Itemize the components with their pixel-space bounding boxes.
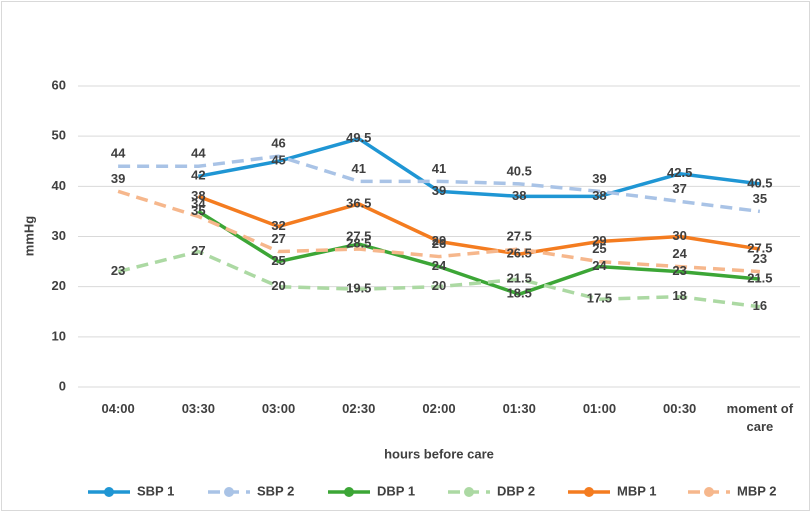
x-tick-label: 01:00 xyxy=(582,401,617,416)
data-label: 18.5 xyxy=(507,286,532,301)
legend-marker xyxy=(464,487,474,497)
data-label: 44 xyxy=(191,146,206,161)
data-label: 44 xyxy=(111,146,126,161)
x-tick-label: 03:30 xyxy=(181,401,215,416)
data-label: 39 xyxy=(111,171,125,186)
data-label: 27.5 xyxy=(507,228,532,243)
data-label: 27 xyxy=(271,231,285,246)
data-label: 45 xyxy=(271,153,285,168)
data-label: 27.5 xyxy=(346,228,371,243)
y-tick-label: 50 xyxy=(52,128,66,143)
data-label: 24 xyxy=(432,258,447,273)
data-label: 23 xyxy=(111,263,125,278)
data-label: 17.5 xyxy=(587,291,612,306)
data-label: 40.5 xyxy=(507,163,532,178)
data-label: 38 xyxy=(191,188,205,203)
data-label: 21.5 xyxy=(747,271,772,286)
data-label: 26.5 xyxy=(507,245,532,260)
legend-marker xyxy=(344,487,354,497)
legend-marker xyxy=(584,487,594,497)
data-label: 25 xyxy=(592,241,606,256)
legend-label: DBP 1 xyxy=(377,483,415,498)
data-label: 49.5 xyxy=(346,130,371,145)
data-label: 30 xyxy=(672,228,686,243)
data-label: 35 xyxy=(753,191,767,206)
data-label: 40.5 xyxy=(747,175,772,190)
data-label: 35 xyxy=(191,203,205,218)
x-tick-label: 01:30 xyxy=(502,401,536,416)
data-label: 27.5 xyxy=(747,240,772,255)
data-label: 19.5 xyxy=(346,281,371,296)
data-label: 21.5 xyxy=(507,271,532,286)
data-label: 38 xyxy=(592,188,606,203)
legend-label: MBP 2 xyxy=(737,483,777,498)
data-label: 38 xyxy=(512,188,526,203)
data-label: 29 xyxy=(432,233,446,248)
x-axis-title: hours before care xyxy=(384,446,494,461)
series-line xyxy=(117,249,761,309)
x-tick-label: 02:00 xyxy=(422,401,456,416)
data-label: 16 xyxy=(753,298,767,313)
series-line xyxy=(117,189,760,274)
legend-marker xyxy=(224,487,234,497)
series-line xyxy=(198,136,761,199)
data-label: 23 xyxy=(672,263,686,278)
data-label: 20 xyxy=(432,278,446,293)
x-tick-label: 02:30 xyxy=(342,401,376,416)
series-line xyxy=(197,194,761,256)
data-label: 41 xyxy=(352,161,366,176)
data-label: 26 xyxy=(432,236,446,251)
x-tick-label: 00:30 xyxy=(663,401,697,416)
data-label: 37 xyxy=(672,181,686,196)
data-label: 27 xyxy=(191,243,205,258)
y-tick-label: 60 xyxy=(52,77,66,92)
data-label: 32 xyxy=(271,218,285,233)
data-label: 28.5 xyxy=(346,235,371,250)
data-label: 24 xyxy=(672,246,687,261)
y-tick-label: 10 xyxy=(52,328,66,343)
data-label: 46 xyxy=(271,136,285,151)
data-label: 23 xyxy=(753,251,767,266)
y-tick-label: 0 xyxy=(59,378,66,393)
legend-label: DBP 2 xyxy=(497,483,535,498)
y-tick-label: 30 xyxy=(52,228,66,243)
data-label: 29 xyxy=(592,233,606,248)
legend-label: SBP 1 xyxy=(137,483,174,498)
data-label: 25 xyxy=(271,253,285,268)
y-axis-title: mmHg xyxy=(21,216,36,257)
legend-marker xyxy=(704,487,714,497)
data-label: 41 xyxy=(432,161,446,176)
data-label: 20 xyxy=(271,278,285,293)
series-line xyxy=(197,209,761,296)
legend-label: MBP 1 xyxy=(617,483,657,498)
data-label: 39 xyxy=(432,183,446,198)
data-label: 36.5 xyxy=(346,195,371,210)
data-label: 39 xyxy=(592,171,606,186)
x-tick-label: moment of care xyxy=(726,401,794,434)
data-label: 42.5 xyxy=(667,165,692,180)
x-tick-label: 04:00 xyxy=(101,401,135,416)
y-tick-label: 40 xyxy=(52,178,66,193)
data-label: 24 xyxy=(592,258,607,273)
y-tick-label: 20 xyxy=(52,278,66,293)
legend-marker xyxy=(104,487,114,497)
legend-label: SBP 2 xyxy=(257,483,294,498)
x-tick-label: 03:00 xyxy=(261,401,296,416)
series-line xyxy=(118,154,761,214)
data-label: 34 xyxy=(191,196,206,211)
data-label: 18 xyxy=(672,288,686,303)
data-label: 42 xyxy=(191,168,205,183)
